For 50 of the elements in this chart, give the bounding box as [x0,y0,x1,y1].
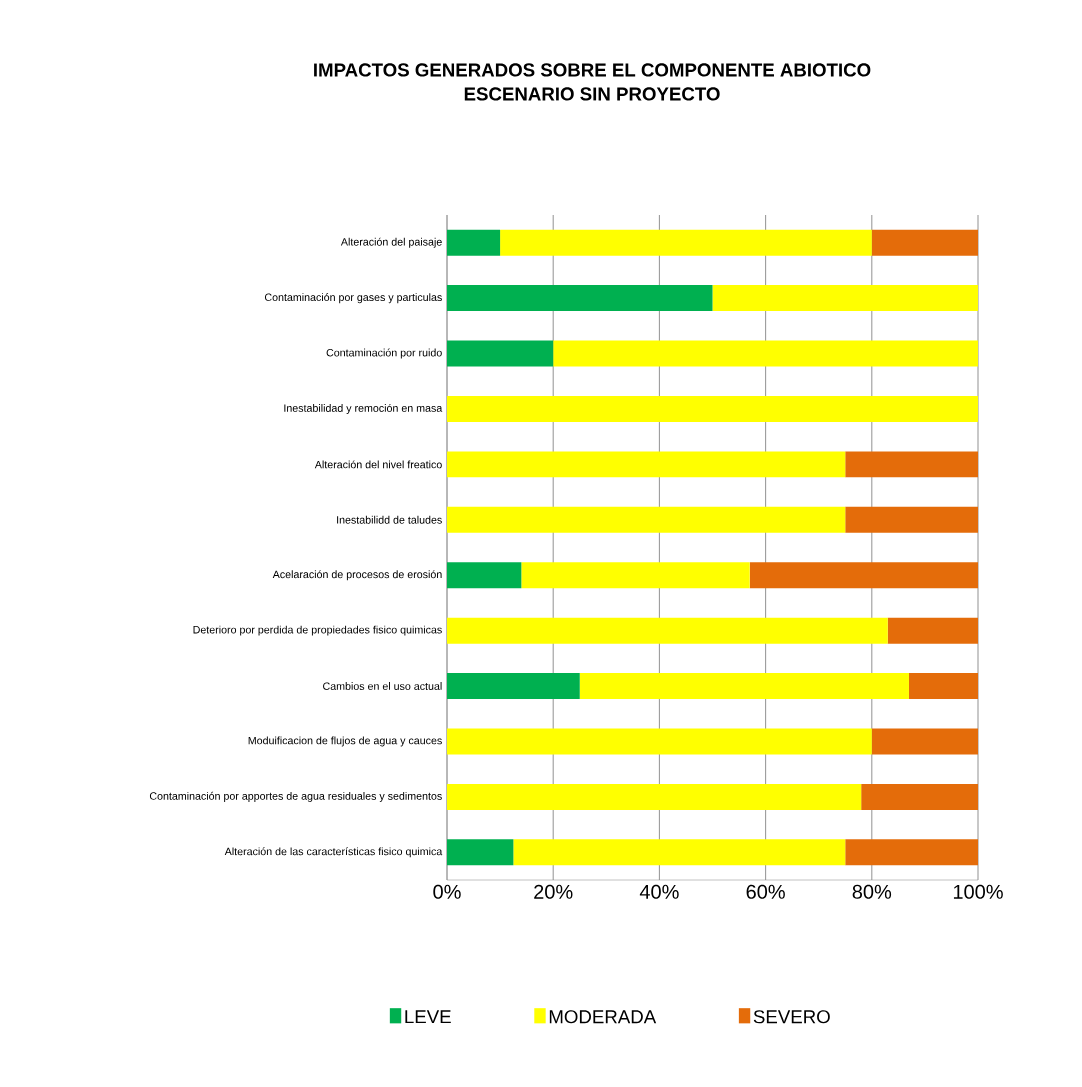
bar [579,673,909,700]
bar [749,562,979,589]
bar [447,340,554,367]
bar [447,783,862,810]
legend-label: MODERADA [549,1010,657,1024]
x-tick-label: 0% [433,884,461,899]
bar [500,229,872,256]
bar [845,839,979,866]
x-tick-label: 80% [852,884,892,899]
y-tick-label: Alteración del paisaje [340,237,442,248]
y-tick-label: Inestabilidad y remoción en masa [284,403,443,414]
bar [712,285,979,312]
x-tick-label: 60% [746,884,785,899]
y-tick-label: Contaminación por ruido [326,348,442,359]
bar [447,285,713,312]
x-tick-label: 20% [534,884,573,899]
x-tick-label: 100% [953,884,1003,899]
y-tick-label: Inestabilidd de taludes [337,515,442,524]
bar [553,340,979,367]
y-tick-label: Moduificacion de flujos de agua y cauces [248,736,442,747]
y-tick-label: Alteración del nivel freatico [314,460,442,469]
y-tick-label: Cambios en el uso actual [323,682,442,690]
bar [447,229,501,256]
y-tick-label: Acelaración de procesos de erosión [272,570,442,581]
y-tick-label: Deterioro por perdida de propiedades fisico quimicas [193,625,442,636]
bar [447,562,522,589]
bar [845,451,979,478]
legend-label: LEVE [405,1010,451,1024]
bar [447,673,580,700]
legend-label: SEVERO [753,1010,830,1024]
bar [871,728,979,755]
bar [845,506,979,533]
bar [447,506,846,533]
x-tick-label: 40% [639,884,679,899]
bar [887,617,979,644]
bar [447,451,846,478]
y-tick-label: Alteración de las características fisico quimica [224,847,443,858]
y-tick-label: Contaminación por gases y particulas [264,293,442,304]
bar [908,673,979,700]
y-tick-label: Contaminación por apportes de agua residuales y sedimentos [149,791,442,802]
chart-subtitle: ESCENARIO SIN PROYECTO [464,87,720,101]
bar [871,229,979,256]
bar [513,839,846,866]
bar [447,728,872,755]
bar [447,839,514,866]
bar [861,783,979,810]
bar [447,617,888,644]
bar [521,562,750,589]
bar [447,395,979,422]
chart-title: IMPACTOS GENERADOS SOBRE EL COMPONENTE ABIOTICO [314,63,871,77]
